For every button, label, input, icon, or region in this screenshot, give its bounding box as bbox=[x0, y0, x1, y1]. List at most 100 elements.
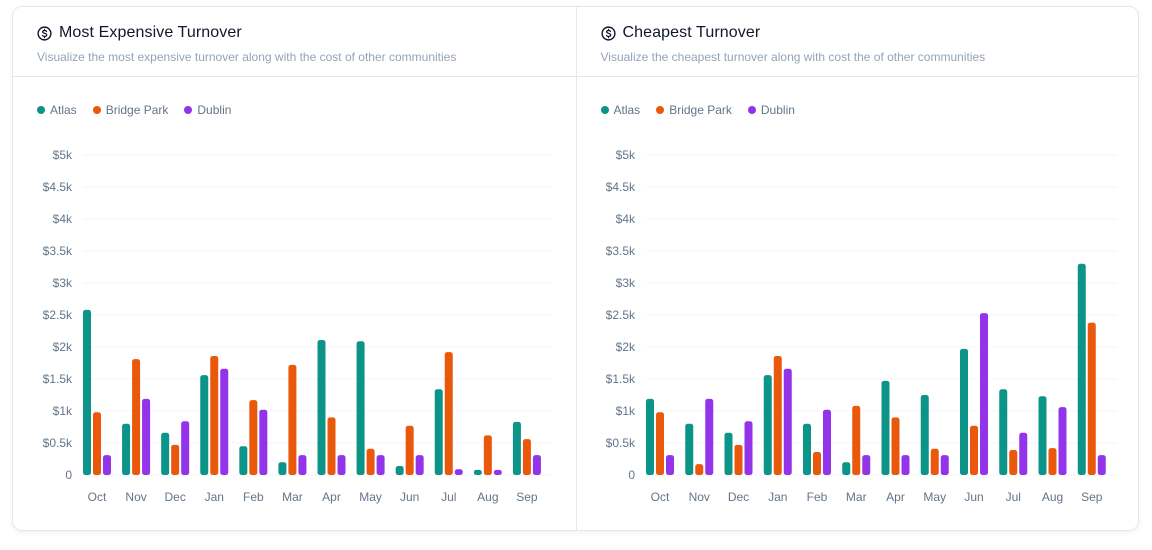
x-tick-label: Mar bbox=[845, 490, 866, 504]
bar-atlas-jul[interactable] bbox=[434, 389, 443, 475]
bar-atlas-oct[interactable] bbox=[645, 398, 654, 475]
bar-dublin-aug[interactable] bbox=[493, 469, 502, 475]
x-tick-label: Feb bbox=[243, 490, 264, 504]
x-tick-label: Jun bbox=[964, 490, 983, 504]
dollar-circle-icon bbox=[37, 25, 52, 41]
y-tick-label: $3k bbox=[53, 276, 73, 290]
bar-dublin-nov[interactable] bbox=[704, 398, 713, 475]
bar-dublin-dec[interactable] bbox=[744, 421, 752, 475]
x-tick-label: Jan bbox=[205, 490, 224, 504]
bar-bridge-park-jun[interactable] bbox=[405, 425, 414, 475]
bar-dublin-apr[interactable] bbox=[337, 455, 346, 475]
bar-bridge-park-oct[interactable] bbox=[93, 412, 101, 475]
legend-item-dublin[interactable]: Dublin bbox=[747, 103, 795, 117]
bar-bridge-park-aug[interactable] bbox=[483, 435, 492, 475]
bar-dublin-jun[interactable] bbox=[415, 455, 424, 475]
bar-atlas-nov[interactable] bbox=[122, 423, 131, 475]
legend-item-atlas[interactable]: Atlas bbox=[600, 103, 640, 117]
bar-atlas-jan[interactable] bbox=[200, 375, 209, 475]
bar-bridge-park-aug[interactable] bbox=[1048, 448, 1056, 475]
bar-dublin-may[interactable] bbox=[940, 455, 949, 475]
x-tick-label: Feb bbox=[806, 490, 827, 504]
bar-dublin-sep[interactable] bbox=[532, 455, 541, 475]
bar-dublin-feb[interactable] bbox=[822, 409, 831, 475]
bar-atlas-may[interactable] bbox=[356, 341, 365, 475]
x-tick-label: Dec bbox=[164, 490, 185, 504]
bar-bridge-park-jan[interactable] bbox=[773, 355, 782, 475]
panel-header: Cheapest Turnover Visualize the cheapest… bbox=[576, 7, 1138, 77]
bar-atlas-apr[interactable] bbox=[317, 339, 326, 475]
bar-atlas-dec[interactable] bbox=[161, 432, 170, 475]
bar-dublin-jul[interactable] bbox=[1018, 432, 1027, 475]
bar-bridge-park-dec[interactable] bbox=[734, 444, 742, 475]
bar-bridge-park-sep[interactable] bbox=[522, 439, 531, 475]
bar-dublin-jan[interactable] bbox=[783, 368, 792, 475]
legend-item-bridge-park[interactable]: Bridge Park bbox=[92, 103, 168, 117]
y-tick-label: $1.5k bbox=[605, 372, 635, 386]
y-tick-label: 0 bbox=[628, 468, 635, 482]
bar-atlas-aug[interactable] bbox=[1038, 396, 1046, 475]
bar-bridge-park-oct[interactable] bbox=[655, 412, 664, 475]
bar-dublin-oct[interactable] bbox=[103, 455, 111, 475]
bar-bridge-park-jul[interactable] bbox=[1008, 450, 1017, 475]
bar-atlas-nov[interactable] bbox=[684, 423, 693, 475]
bar-atlas-jun[interactable] bbox=[395, 466, 404, 475]
bar-atlas-jun[interactable] bbox=[959, 348, 968, 475]
bar-bridge-park-jul[interactable] bbox=[444, 352, 453, 475]
bar-bridge-park-sep[interactable] bbox=[1087, 322, 1096, 475]
bar-atlas-jul[interactable] bbox=[998, 389, 1007, 475]
bar-bridge-park-dec[interactable] bbox=[171, 444, 180, 475]
legend-dot-atlas bbox=[37, 106, 45, 114]
bar-dublin-nov[interactable] bbox=[142, 398, 151, 475]
bar-bridge-park-nov[interactable] bbox=[132, 359, 141, 475]
bar-dublin-oct[interactable] bbox=[665, 455, 674, 475]
x-tick-label: Nov bbox=[125, 490, 146, 504]
bar-bridge-park-apr[interactable] bbox=[891, 417, 899, 475]
bar-chart-most-expensive: 0 $0.5k $1k $1.5k $2k $2.5k $3k $3.5k $4k $4.5k $5… bbox=[43, 148, 552, 504]
x-tick-label: Jun bbox=[400, 490, 419, 504]
bar-bridge-park-feb[interactable] bbox=[812, 451, 821, 475]
bar-dublin-aug[interactable] bbox=[1058, 407, 1066, 475]
bar-atlas-aug[interactable] bbox=[473, 469, 482, 475]
bar-bridge-park-nov[interactable] bbox=[694, 464, 703, 475]
bar-bridge-park-jun[interactable] bbox=[969, 425, 978, 475]
bar-atlas-apr[interactable] bbox=[881, 380, 889, 475]
bar-atlas-sep[interactable] bbox=[512, 421, 521, 475]
bar-dublin-jan[interactable] bbox=[220, 368, 229, 475]
legend-item-atlas[interactable]: Atlas bbox=[37, 103, 77, 117]
y-tick-label: $0.5k bbox=[43, 436, 73, 450]
bar-atlas-mar[interactable] bbox=[841, 462, 850, 475]
bar-atlas-oct[interactable] bbox=[83, 309, 91, 475]
bar-dublin-mar[interactable] bbox=[298, 455, 307, 475]
bar-dublin-apr[interactable] bbox=[901, 455, 909, 475]
legend-item-bridge-park[interactable]: Bridge Park bbox=[656, 103, 732, 117]
x-tick-label: Oct bbox=[650, 490, 669, 504]
bar-dublin-jun[interactable] bbox=[979, 313, 988, 475]
bar-atlas-jan[interactable] bbox=[763, 375, 772, 475]
legend-item-dublin[interactable]: Dublin bbox=[184, 103, 231, 117]
bar-atlas-dec[interactable] bbox=[724, 432, 732, 475]
bar-dublin-may[interactable] bbox=[376, 455, 385, 475]
bar-bridge-park-feb[interactable] bbox=[249, 400, 258, 475]
bar-atlas-feb[interactable] bbox=[239, 446, 248, 475]
bar-dublin-sep[interactable] bbox=[1097, 455, 1106, 475]
y-tick-label: $4k bbox=[53, 212, 73, 226]
bar-dublin-feb[interactable] bbox=[259, 409, 268, 475]
bar-bridge-park-may[interactable] bbox=[930, 448, 939, 475]
bar-bridge-park-mar[interactable] bbox=[851, 405, 860, 475]
x-tick-label: Oct bbox=[88, 490, 107, 504]
bar-dublin-mar[interactable] bbox=[861, 455, 870, 475]
bar-bridge-park-may[interactable] bbox=[366, 448, 375, 475]
x-tick-label: Aug bbox=[477, 490, 498, 504]
bar-bridge-park-mar[interactable] bbox=[288, 364, 297, 475]
bar-atlas-sep[interactable] bbox=[1077, 263, 1086, 475]
bar-bridge-park-apr[interactable] bbox=[327, 417, 336, 475]
bar-dublin-jul[interactable] bbox=[454, 469, 463, 475]
x-tick-label: Apr bbox=[886, 490, 905, 504]
panel-subtitle: Visualize the cheapest turnover along wi… bbox=[600, 50, 986, 64]
bar-atlas-may[interactable] bbox=[920, 395, 929, 475]
bar-dublin-dec[interactable] bbox=[181, 421, 190, 475]
bar-bridge-park-jan[interactable] bbox=[210, 355, 219, 475]
bar-atlas-mar[interactable] bbox=[278, 462, 287, 475]
bar-atlas-feb[interactable] bbox=[802, 423, 811, 475]
